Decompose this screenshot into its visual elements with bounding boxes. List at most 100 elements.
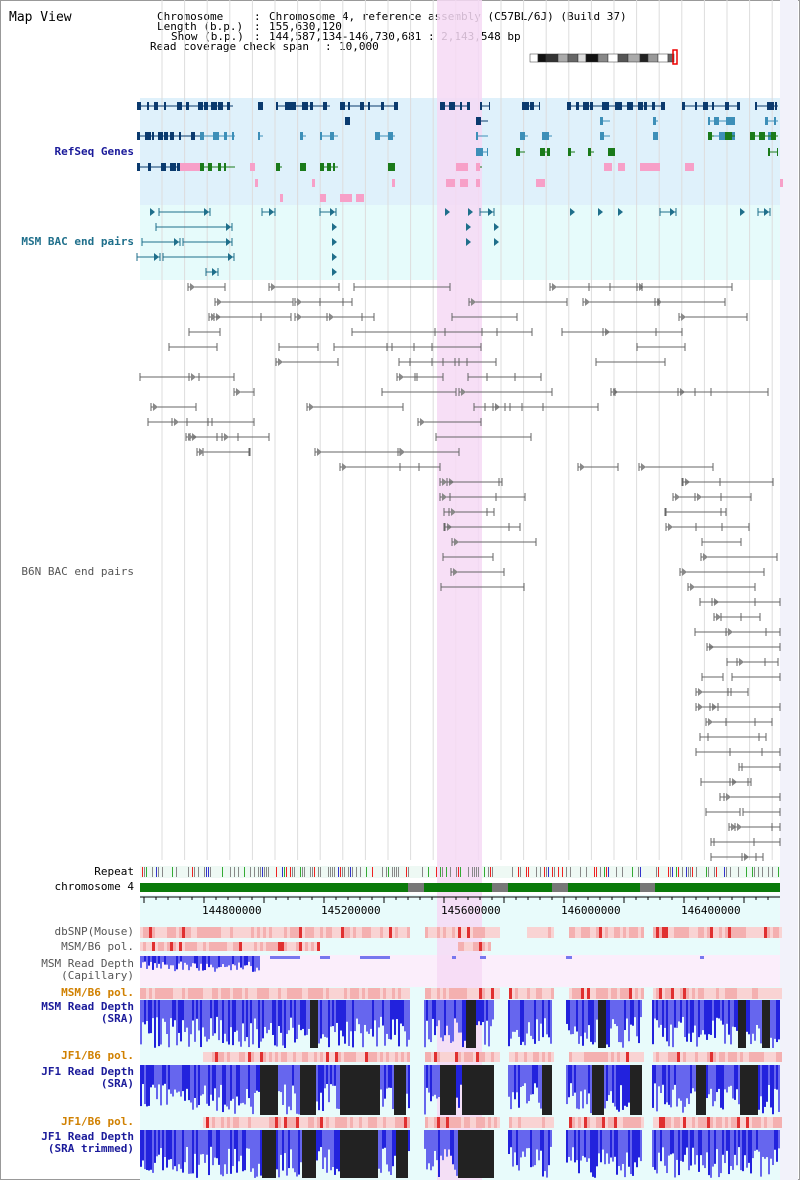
polymorphism-mark — [242, 1052, 245, 1062]
chromosome-gap — [552, 883, 568, 892]
polymorphism-mark — [224, 1052, 227, 1062]
polymorphism-mark — [596, 1052, 599, 1062]
polymorphism-mark — [353, 988, 356, 999]
repeat-mark — [428, 867, 429, 877]
polymorphism-mark — [665, 988, 668, 999]
read-depth-bar — [734, 1130, 736, 1155]
read-depth-bar — [710, 1130, 712, 1178]
repeat-mark — [714, 867, 715, 877]
axis-tick-label: 145600000 — [441, 904, 501, 917]
polymorphism-mark — [278, 988, 281, 999]
repeat-mark — [260, 867, 261, 877]
polymorphism-mark — [431, 988, 434, 999]
track-label-msm-pol-2: MSM/B6 pol. — [61, 986, 134, 999]
polymorphism-mark — [224, 1117, 227, 1128]
read-depth-bar — [572, 1130, 574, 1148]
polymorphism-mark — [734, 927, 737, 938]
read-depth-bar — [154, 956, 156, 964]
polymorphism-mark — [371, 927, 374, 938]
track-label-b6n-bac[interactable]: B6N BAC end pairs — [21, 565, 134, 578]
polymorphism-mark — [407, 927, 410, 938]
polymorphism-mark — [302, 1117, 305, 1128]
read-depth-bar — [214, 1000, 216, 1034]
polymorphism-mark — [542, 988, 545, 999]
repeat-mark — [544, 867, 545, 877]
read-depth-bar — [186, 1065, 188, 1089]
polymorphism-mark — [686, 988, 689, 999]
repeat-mark — [472, 867, 473, 877]
read-depth-bar — [728, 1130, 730, 1175]
polymorphism-mark — [680, 988, 683, 999]
polymorphism-mark — [758, 1052, 761, 1062]
read-depth-bar — [766, 1065, 768, 1102]
polymorphism-mark — [494, 1117, 497, 1128]
read-depth-bar — [180, 1130, 182, 1169]
polymorphism-mark — [221, 1117, 224, 1128]
read-depth-bar — [164, 1000, 166, 1022]
read-depth-bar — [300, 1000, 302, 1031]
bac-end-marker — [332, 268, 337, 276]
polymorphism-mark — [395, 988, 398, 999]
repeat-mark — [730, 867, 731, 877]
read-depth-saturated — [394, 1065, 406, 1115]
read-depth-bar — [446, 1130, 448, 1157]
gene-exon — [204, 102, 208, 110]
bac-end-marker — [297, 298, 302, 306]
read-depth-bar — [390, 1065, 392, 1088]
read-depth-bar — [452, 1130, 454, 1165]
polymorphism-mark — [272, 1117, 275, 1128]
polymorphism-mark — [290, 942, 293, 951]
read-depth-bar — [522, 1065, 524, 1086]
track-label-msm-bac[interactable]: MSM BAC end pairs — [21, 235, 134, 248]
polymorphism-mark — [380, 1052, 383, 1062]
read-depth-bar — [210, 1130, 212, 1147]
polymorphism-mark — [281, 1117, 284, 1128]
read-depth-bar — [334, 1130, 336, 1175]
read-depth-bar — [178, 956, 180, 964]
polymorphism-mark — [491, 1117, 494, 1128]
read-depth-bar — [196, 956, 198, 969]
repeat-mark — [250, 867, 251, 877]
repeat-mark — [394, 867, 395, 877]
gene-exon — [164, 102, 166, 110]
polymorphism-mark — [518, 1117, 521, 1128]
read-depth-bar — [456, 1130, 458, 1176]
polymorphism-mark — [653, 988, 656, 999]
polymorphism-mark — [731, 1052, 734, 1062]
polymorphism-mark — [509, 988, 512, 999]
repeat-mark — [474, 867, 475, 877]
gene-exon — [695, 102, 697, 110]
read-depth-bar — [724, 1000, 726, 1044]
gene-exon — [152, 132, 154, 140]
polymorphism-mark — [299, 988, 302, 999]
polymorphism-mark — [479, 1117, 482, 1128]
polymorphism-mark — [527, 1117, 530, 1128]
chromosome-band — [639, 53, 649, 63]
polymorphism-mark — [425, 988, 428, 999]
repeat-mark — [754, 867, 755, 877]
read-depth-bar — [676, 1000, 678, 1028]
read-depth-bar — [424, 1000, 426, 1048]
read-depth-bar — [760, 1130, 762, 1177]
polymorphism-mark — [305, 988, 308, 999]
read-depth-bar — [540, 1065, 542, 1109]
polymorphism-mark — [662, 927, 665, 938]
gene-exon — [388, 163, 395, 171]
repeat-mark — [258, 867, 259, 877]
read-depth-bar — [534, 1000, 536, 1044]
read-depth-saturated — [466, 1000, 476, 1048]
read-depth-bar — [722, 1000, 724, 1025]
polymorphism-mark — [143, 942, 146, 951]
read-depth-bar — [236, 1065, 238, 1097]
read-depth-bar — [692, 1000, 694, 1033]
track-label-refseq[interactable]: RefSeq Genes — [54, 145, 134, 158]
read-depth-bar — [316, 1130, 318, 1161]
repeat-mark — [304, 867, 305, 877]
polymorphism-mark — [275, 942, 278, 951]
polymorphism-mark — [329, 927, 332, 938]
bac-end-marker — [153, 403, 158, 411]
polymorphism-mark — [164, 942, 167, 951]
repeat-mark — [484, 867, 485, 877]
read-depth-bar — [146, 1000, 148, 1021]
